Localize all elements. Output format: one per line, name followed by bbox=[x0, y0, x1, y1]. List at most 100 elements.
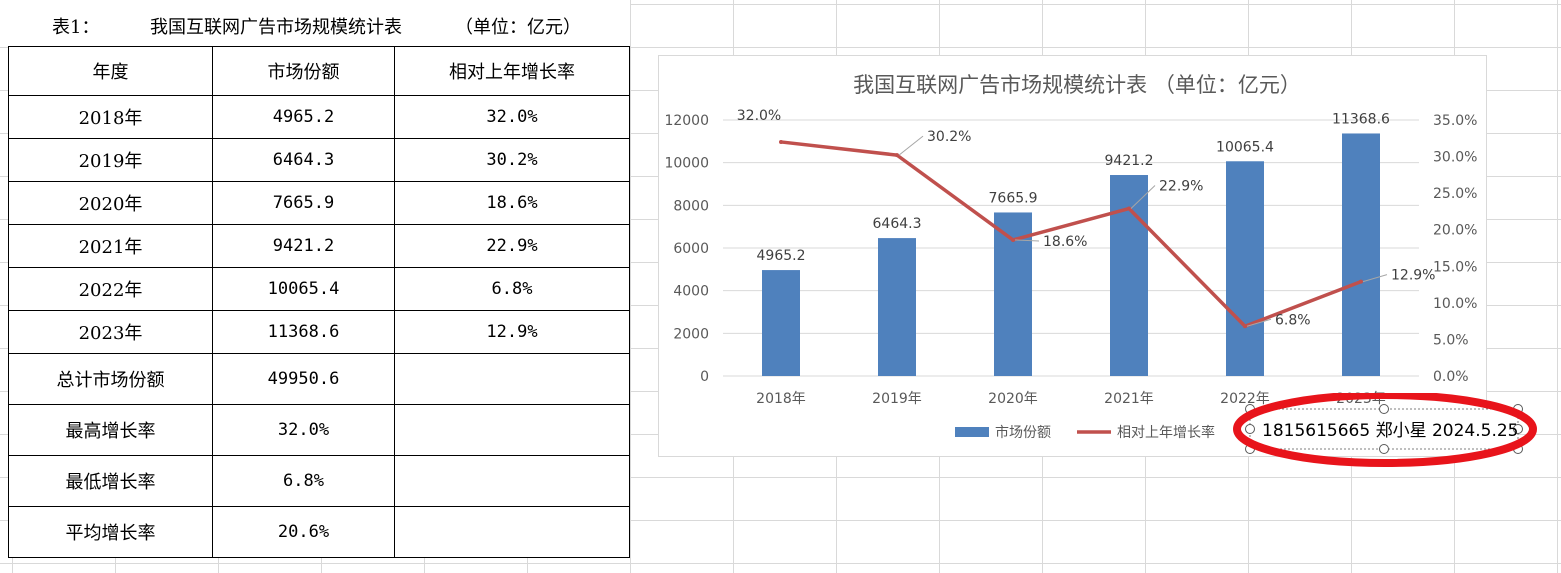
y-right-tick-label: 10.0% bbox=[1433, 296, 1477, 312]
table-cell[interactable]: 4965.2 bbox=[212, 95, 395, 139]
line-point bbox=[895, 153, 899, 158]
resize-handle[interactable] bbox=[1379, 444, 1389, 454]
bar bbox=[762, 270, 800, 376]
table-cell[interactable]: 2022年 bbox=[8, 267, 213, 311]
data-table: 年度 市场份额 相对上年增长率 2018年 4965.2 32.0% 2019年 6464.3… bbox=[8, 46, 630, 558]
table-cell[interactable] bbox=[394, 353, 630, 405]
table-cell[interactable]: 平均增长率 bbox=[8, 506, 213, 558]
bar-data-label: 10065.4 bbox=[1216, 139, 1274, 155]
line-data-label: 22.9% bbox=[1159, 179, 1203, 195]
y-right-tick-label: 15.0% bbox=[1433, 259, 1477, 275]
x-tick-label: 2021年 bbox=[1104, 391, 1154, 407]
line-data-label: 18.6% bbox=[1043, 234, 1087, 250]
resize-handle[interactable] bbox=[1513, 424, 1523, 434]
table-cell[interactable]: 32.0% bbox=[212, 404, 395, 456]
annotation-overlay: 1815615665 郑小星 2024.5.25 bbox=[1233, 393, 1537, 467]
bar-data-label: 7665.9 bbox=[989, 190, 1038, 206]
table-cell[interactable]: 49950.6 bbox=[212, 353, 395, 405]
table-cell[interactable]: 32.0% bbox=[394, 95, 630, 139]
table-cell[interactable]: 2020年 bbox=[8, 181, 213, 225]
y-left-tick-label: 0 bbox=[700, 369, 709, 385]
bar bbox=[1110, 175, 1148, 376]
bar bbox=[1342, 133, 1380, 376]
table-cell[interactable]: 年度 bbox=[8, 46, 213, 96]
x-tick-label: 2020年 bbox=[988, 391, 1038, 407]
table-caption: 表1： 我国互联网广告市场规模统计表 （单位：亿元） bbox=[0, 0, 630, 46]
x-tick-label: 2018年 bbox=[756, 391, 806, 407]
summary-row: 总计市场份额 49950.6 bbox=[8, 353, 630, 405]
table-cell[interactable]: 22.9% bbox=[394, 224, 630, 268]
table-cell[interactable] bbox=[394, 404, 630, 456]
leader-line bbox=[1362, 274, 1388, 283]
line-data-label: 12.9% bbox=[1391, 268, 1435, 284]
table-cell[interactable]: 30.2% bbox=[394, 138, 630, 182]
table-cell[interactable] bbox=[394, 455, 630, 507]
line-point bbox=[1243, 324, 1247, 329]
y-right-tick-label: 20.0% bbox=[1433, 223, 1477, 239]
line-data-label: 32.0% bbox=[737, 108, 781, 124]
y-right-tick-label: 25.0% bbox=[1433, 186, 1477, 202]
table-cell[interactable]: 6464.3 bbox=[212, 138, 395, 182]
table-cell[interactable]: 2018年 bbox=[8, 95, 213, 139]
legend-label: 市场份额 bbox=[995, 424, 1051, 441]
y-left-tick-label: 12000 bbox=[664, 113, 709, 129]
leader-line bbox=[1014, 239, 1040, 242]
table-row: 2020年 7665.9 18.6% bbox=[8, 181, 630, 225]
table-cell[interactable]: 7665.9 bbox=[212, 181, 395, 225]
table-cell[interactable]: 6.8% bbox=[394, 267, 630, 311]
legend-swatch-bar bbox=[955, 427, 989, 437]
line-point bbox=[779, 139, 783, 144]
line-point bbox=[1011, 237, 1015, 242]
line-series bbox=[780, 140, 1362, 329]
resize-handle[interactable] bbox=[1379, 404, 1389, 414]
y-left-tick-label: 10000 bbox=[664, 156, 709, 172]
legend-label: 相对上年增长率 bbox=[1117, 424, 1215, 441]
table-row: 2019年 6464.3 30.2% bbox=[8, 138, 630, 182]
y-right-tick-label: 30.0% bbox=[1433, 150, 1477, 166]
line-point bbox=[1359, 279, 1363, 284]
bar-data-label: 6464.3 bbox=[873, 216, 922, 232]
table-cell[interactable]: 11368.6 bbox=[212, 310, 395, 354]
caption-label: 表1： bbox=[52, 17, 100, 38]
summary-row: 最高增长率 32.0% bbox=[8, 404, 630, 456]
x-tick-label: 2019年 bbox=[872, 391, 922, 407]
y-left-tick-label: 4000 bbox=[673, 284, 709, 300]
table-cell[interactable]: 12.9% bbox=[394, 310, 630, 354]
table-cell[interactable]: 总计市场份额 bbox=[8, 353, 213, 405]
table-cell[interactable]: 10065.4 bbox=[212, 267, 395, 311]
bar-data-label: 9421.2 bbox=[1105, 153, 1154, 169]
y-right-tick-label: 35.0% bbox=[1433, 113, 1477, 129]
y-right-tick-label: 5.0% bbox=[1433, 332, 1469, 348]
leader-line bbox=[1246, 318, 1272, 327]
caption-title: 我国互联网广告市场规模统计表 bbox=[150, 17, 402, 38]
y-right-tick-label: 0.0% bbox=[1433, 369, 1469, 385]
y-left-tick-label: 8000 bbox=[673, 198, 709, 214]
table-cell[interactable]: 20.6% bbox=[212, 506, 395, 558]
bar bbox=[878, 238, 916, 376]
bar bbox=[1226, 161, 1264, 376]
annotation-text: 1815615665 郑小星 2024.5.25 bbox=[1262, 421, 1519, 441]
x-tick-label: 2022年 bbox=[1220, 391, 1270, 407]
y-left-tick-label: 2000 bbox=[673, 326, 709, 342]
line-point bbox=[1127, 206, 1131, 211]
chart-area[interactable]: 我国互联网广告市场规模统计表 （单位：亿元） 0 2000 4000 6000 8000 1… bbox=[658, 55, 1487, 457]
caption-unit: （单位：亿元） bbox=[455, 17, 581, 38]
table-cell[interactable]: 市场份额 bbox=[212, 46, 395, 96]
leader-line bbox=[898, 135, 924, 156]
summary-row: 平均增长率 20.6% bbox=[8, 506, 630, 558]
table-cell[interactable]: 2019年 bbox=[8, 138, 213, 182]
table-cell[interactable]: 2021年 bbox=[8, 224, 213, 268]
table-cell[interactable]: 最高增长率 bbox=[8, 404, 213, 456]
leader-line bbox=[1130, 185, 1156, 209]
table-cell[interactable]: 最低增长率 bbox=[8, 455, 213, 507]
table-cell[interactable]: 2023年 bbox=[8, 310, 213, 354]
table-cell[interactable]: 6.8% bbox=[212, 455, 395, 507]
table-header-row: 年度 市场份额 相对上年增长率 bbox=[8, 46, 630, 96]
table-cell[interactable]: 18.6% bbox=[394, 181, 630, 225]
table-row: 2018年 4965.2 32.0% bbox=[8, 95, 630, 139]
resize-handle[interactable] bbox=[1245, 424, 1255, 434]
bar-data-label: 4965.2 bbox=[757, 248, 806, 264]
table-cell[interactable]: 9421.2 bbox=[212, 224, 395, 268]
table-cell[interactable]: 相对上年增长率 bbox=[394, 46, 630, 96]
table-cell[interactable] bbox=[394, 506, 630, 558]
